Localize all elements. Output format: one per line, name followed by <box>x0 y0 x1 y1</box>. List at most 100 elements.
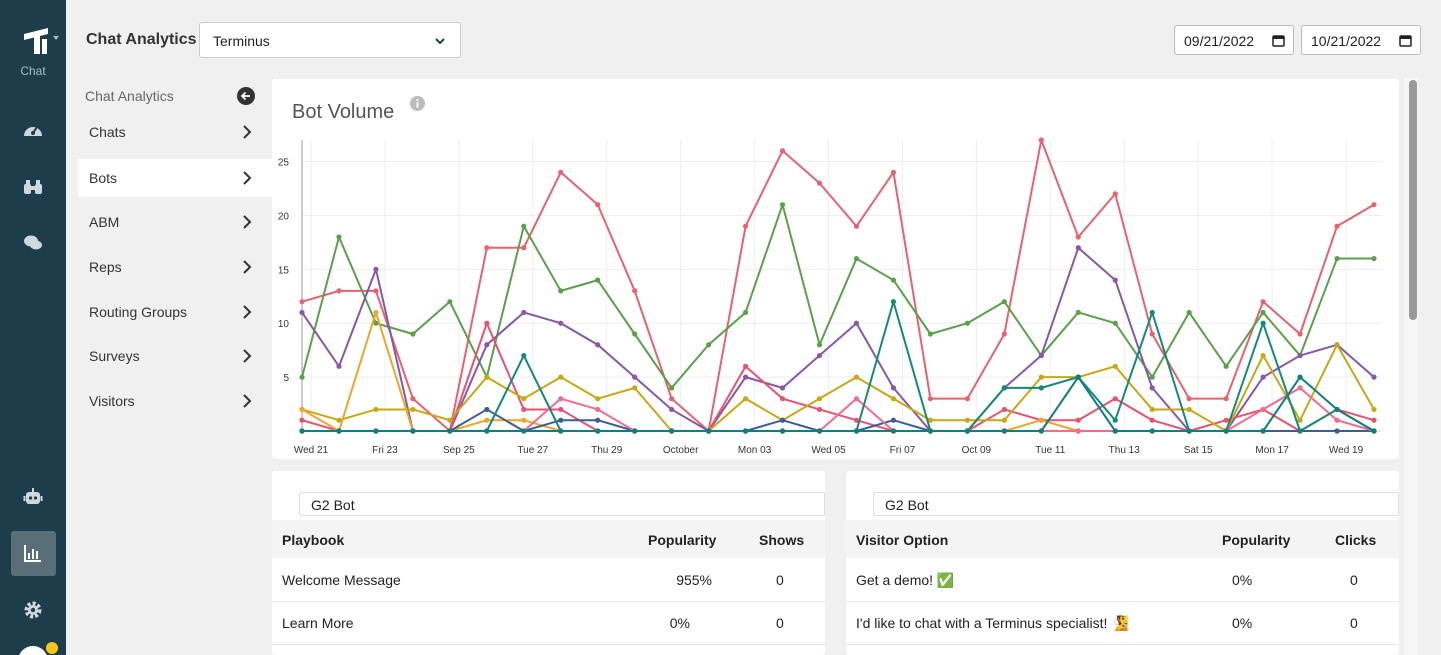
data-point <box>927 396 934 402</box>
subnav-item-surveys[interactable]: Surveys <box>78 337 272 375</box>
data-point <box>816 180 823 186</box>
data-point <box>1112 277 1118 283</box>
data-point <box>410 428 416 434</box>
data-point <box>890 169 897 175</box>
data-point <box>1297 374 1303 380</box>
popularity-value: 0% <box>1232 572 1253 588</box>
column-header-popularity[interactable]: Popularity <box>648 532 717 548</box>
y-tick-label: 20 <box>278 211 290 222</box>
data-point <box>669 406 675 413</box>
clicks-value: 0 <box>1350 572 1358 588</box>
calendar-icon[interactable] <box>1399 34 1412 47</box>
data-point <box>447 299 453 305</box>
status-dot <box>46 642 58 654</box>
data-point <box>521 223 527 229</box>
subnav-item-visitors[interactable]: Visitors <box>78 382 272 420</box>
data-point <box>521 309 527 316</box>
subnav-item-reps[interactable]: Reps <box>78 248 272 286</box>
column-header-playbook[interactable]: Playbook <box>282 532 345 548</box>
subnav-item-routing-groups[interactable]: Routing Groups <box>78 293 272 331</box>
column-header-visitor-option[interactable]: Visitor Option <box>856 532 949 548</box>
x-tick-label: Wed 05 <box>811 445 846 456</box>
option-table-header: Visitor Option Popularity Clicks <box>846 520 1399 558</box>
data-point <box>595 428 601 434</box>
data-point <box>853 255 860 262</box>
data-point <box>299 299 305 305</box>
subnav-item-chats[interactable]: Chats <box>78 113 272 151</box>
table-row[interactable]: Welcome Message 955% 0 <box>272 559 825 602</box>
column-header-popularity[interactable]: Popularity <box>1222 532 1291 548</box>
popularity-value: 955% <box>676 572 712 588</box>
data-point <box>1001 299 1007 305</box>
bot-icon[interactable] <box>22 486 44 508</box>
data-point <box>299 417 305 423</box>
x-tick-label: Tue 27 <box>517 445 548 456</box>
calendar-icon[interactable] <box>1272 34 1285 47</box>
data-point <box>1001 406 1007 413</box>
data-point <box>299 309 305 316</box>
data-point <box>521 396 527 402</box>
column-header-clicks[interactable]: Clicks <box>1335 532 1377 548</box>
page-scrollbar-thumb[interactable] <box>1409 80 1417 320</box>
data-point <box>1075 374 1081 380</box>
date-from-input[interactable]: 09/21/2022 <box>1174 25 1294 55</box>
chevron-down-icon[interactable] <box>53 36 59 40</box>
playbook-bot-select[interactable]: G2 Bot <box>299 492 825 516</box>
data-point <box>373 428 379 434</box>
binoculars-icon[interactable] <box>22 176 44 198</box>
visitor-option-text: Get a demo! ✅ <box>856 572 955 588</box>
data-point <box>853 396 860 402</box>
table-row[interactable]: Learn More 0% 0 <box>272 602 825 645</box>
series-line-10 <box>302 376 1375 432</box>
playbook-name: Welcome Message <box>282 572 401 588</box>
terminus-logo-icon[interactable] <box>22 26 52 56</box>
chevron-right-icon <box>243 305 252 319</box>
data-point <box>595 396 601 402</box>
data-point <box>853 417 860 423</box>
data-point <box>779 202 786 208</box>
data-point <box>558 169 564 175</box>
subnav-heading: Chat Analytics <box>85 88 174 104</box>
analytics-chart-icon[interactable] <box>22 542 44 564</box>
gear-icon[interactable] <box>22 599 44 621</box>
data-point <box>890 417 897 423</box>
back-arrow-icon[interactable] <box>237 87 255 105</box>
table-row[interactable]: I'd like to chat with a Terminus special… <box>846 602 1399 645</box>
option-bot-select[interactable]: G2 Bot <box>873 492 1399 516</box>
series-line-2 <box>301 203 1374 389</box>
data-point <box>373 320 379 326</box>
data-point <box>1001 331 1007 337</box>
y-tick-label: 25 <box>278 158 290 169</box>
data-point <box>1223 396 1229 402</box>
account-select[interactable]: Terminus <box>199 22 461 58</box>
data-point <box>1149 406 1155 413</box>
data-point <box>706 428 712 434</box>
data-point <box>779 417 786 423</box>
chat-bubbles-icon[interactable] <box>22 232 44 254</box>
data-point <box>1371 428 1377 434</box>
data-point <box>1149 309 1155 316</box>
data-point <box>1334 255 1340 262</box>
chevron-right-icon <box>243 394 252 408</box>
avatar[interactable] <box>18 646 48 655</box>
data-point <box>779 396 786 402</box>
playbook-table-header: Playbook Popularity Shows <box>272 520 825 558</box>
subnav-item-label: Bots <box>89 170 118 186</box>
data-point <box>484 417 490 423</box>
data-point <box>1038 428 1044 434</box>
data-point <box>1260 428 1266 434</box>
column-header-shows[interactable]: Shows <box>759 532 805 548</box>
data-point <box>1297 428 1303 434</box>
table-row[interactable]: Get a demo! ✅ 0% 0 <box>846 559 1399 602</box>
subnav-item-abm[interactable]: ABM <box>78 203 272 241</box>
data-point <box>1371 255 1377 262</box>
data-point <box>299 406 305 413</box>
data-point <box>632 288 638 294</box>
data-point <box>1038 374 1044 380</box>
data-point <box>484 428 490 434</box>
subnav-item-bots[interactable]: Bots <box>78 159 272 197</box>
info-icon[interactable] <box>410 96 425 111</box>
date-to-input[interactable]: 10/21/2022 <box>1301 25 1421 55</box>
data-point <box>964 396 970 402</box>
dashboard-icon[interactable] <box>22 120 44 142</box>
